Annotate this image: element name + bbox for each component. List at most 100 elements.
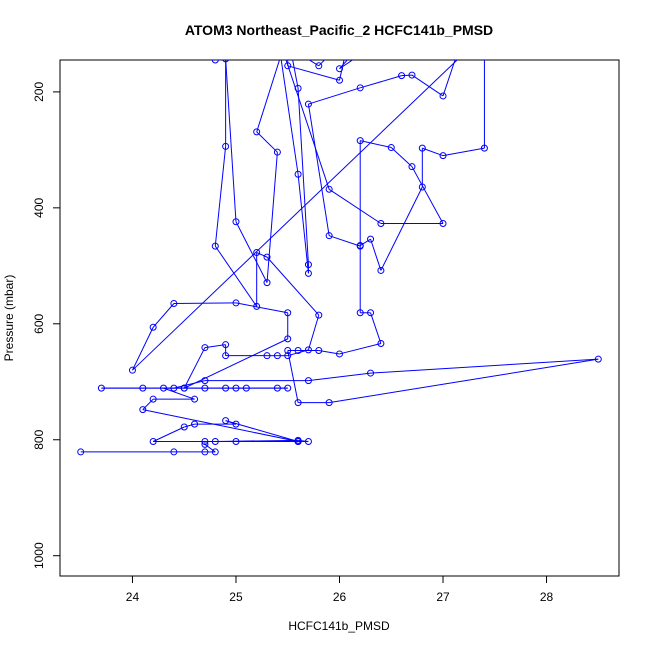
- series-segment: [225, 420, 299, 442]
- data-point: [232, 384, 240, 392]
- series-segment: [359, 238, 371, 246]
- data-point: [336, 76, 343, 84]
- data-point: [304, 269, 312, 277]
- data-point: [77, 448, 85, 456]
- data-point: [304, 261, 312, 269]
- data-point: [201, 437, 209, 445]
- series-segment: [307, 103, 330, 236]
- x-tick-label: 28: [540, 590, 554, 604]
- series-segment: [287, 65, 340, 81]
- data-point: [253, 248, 261, 256]
- data-point: [201, 384, 209, 392]
- data-point: [139, 406, 147, 414]
- data-point: [284, 62, 292, 70]
- y-axis: 200 400 600 800 1000: [32, 82, 61, 569]
- x-axis: 24 25 26 27 28: [126, 575, 554, 604]
- series-segment: [235, 302, 288, 314]
- data-point: [263, 279, 271, 287]
- series-segment: [163, 387, 195, 400]
- x-tick-label: 25: [229, 590, 243, 604]
- series-segment: [380, 186, 423, 271]
- series-segment: [285, 60, 330, 190]
- data-point: [149, 323, 157, 331]
- series-segment: [308, 60, 320, 67]
- series-segment: [287, 350, 299, 403]
- data-point: [211, 437, 219, 445]
- series-segment: [297, 88, 309, 265]
- series-segment: [142, 409, 299, 442]
- series-group: [77, 60, 602, 456]
- series-segment: [390, 147, 413, 168]
- series-segment: [339, 343, 382, 355]
- data-point: [294, 170, 302, 178]
- data-point: [367, 369, 375, 377]
- data-point: [398, 72, 406, 80]
- data-point: [232, 218, 240, 226]
- series-segment: [152, 426, 185, 442]
- data-point: [294, 346, 302, 354]
- series-segment: [307, 314, 320, 351]
- data-point: [284, 335, 292, 343]
- series-segment: [298, 439, 309, 442]
- chart-title: ATOM3 Northeast_Pacific_2 HCFC141b_PMSD: [185, 22, 493, 38]
- series-segment: [360, 75, 402, 89]
- data-point: [325, 399, 333, 407]
- data-point: [294, 84, 302, 92]
- data-point: [201, 344, 209, 352]
- data-point: [594, 355, 602, 363]
- series-segment: [370, 312, 382, 344]
- series-segment: [215, 439, 299, 442]
- series-segment: [339, 60, 345, 81]
- data-point: [439, 152, 447, 160]
- data-point: [149, 395, 157, 403]
- series-segment: [442, 60, 456, 97]
- data-point: [232, 299, 240, 307]
- data-point: [273, 352, 281, 360]
- data-point: [170, 384, 178, 392]
- data-point: [211, 60, 219, 64]
- data-point: [211, 242, 219, 250]
- y-tick-label: 400: [32, 198, 46, 218]
- series-segment: [184, 423, 195, 428]
- data-point: [336, 65, 343, 73]
- data-point: [387, 144, 395, 152]
- x-axis-label: HCFC141b_PMSD: [288, 619, 390, 633]
- data-point: [170, 448, 178, 456]
- data-point: [284, 384, 292, 392]
- data-point: [222, 384, 230, 392]
- series-segment: [422, 147, 444, 157]
- data-point: [304, 100, 312, 108]
- y-tick-label: 200: [32, 82, 46, 102]
- data-point: [253, 302, 261, 310]
- series-segment: [360, 140, 392, 149]
- data-point: [439, 219, 447, 227]
- data-point: [325, 185, 333, 193]
- series-segment: [308, 87, 361, 105]
- data-point: [222, 60, 229, 63]
- series-segment: [292, 60, 299, 89]
- series-segment: [266, 256, 320, 316]
- data-point: [149, 437, 157, 445]
- data-point: [315, 311, 323, 319]
- series-segment: [152, 303, 175, 328]
- series-segment: [214, 245, 258, 307]
- series-segment: [401, 74, 412, 77]
- data-point: [222, 142, 230, 150]
- series-segment: [204, 443, 216, 453]
- series-segment: [308, 372, 371, 382]
- data-point: [367, 235, 375, 243]
- series-segment: [318, 60, 326, 67]
- data-point: [97, 384, 105, 392]
- data-point: [201, 440, 209, 448]
- data-point: [201, 377, 209, 385]
- data-point: [356, 84, 364, 92]
- series-segment: [370, 358, 599, 374]
- series-segment: [256, 60, 280, 133]
- series-segment: [329, 358, 599, 404]
- series-segment: [280, 60, 299, 175]
- data-point: [408, 163, 416, 171]
- y-tick-label: 800: [32, 429, 46, 449]
- data-point: [325, 232, 333, 240]
- series-segment: [287, 349, 309, 357]
- data-point: [336, 350, 343, 358]
